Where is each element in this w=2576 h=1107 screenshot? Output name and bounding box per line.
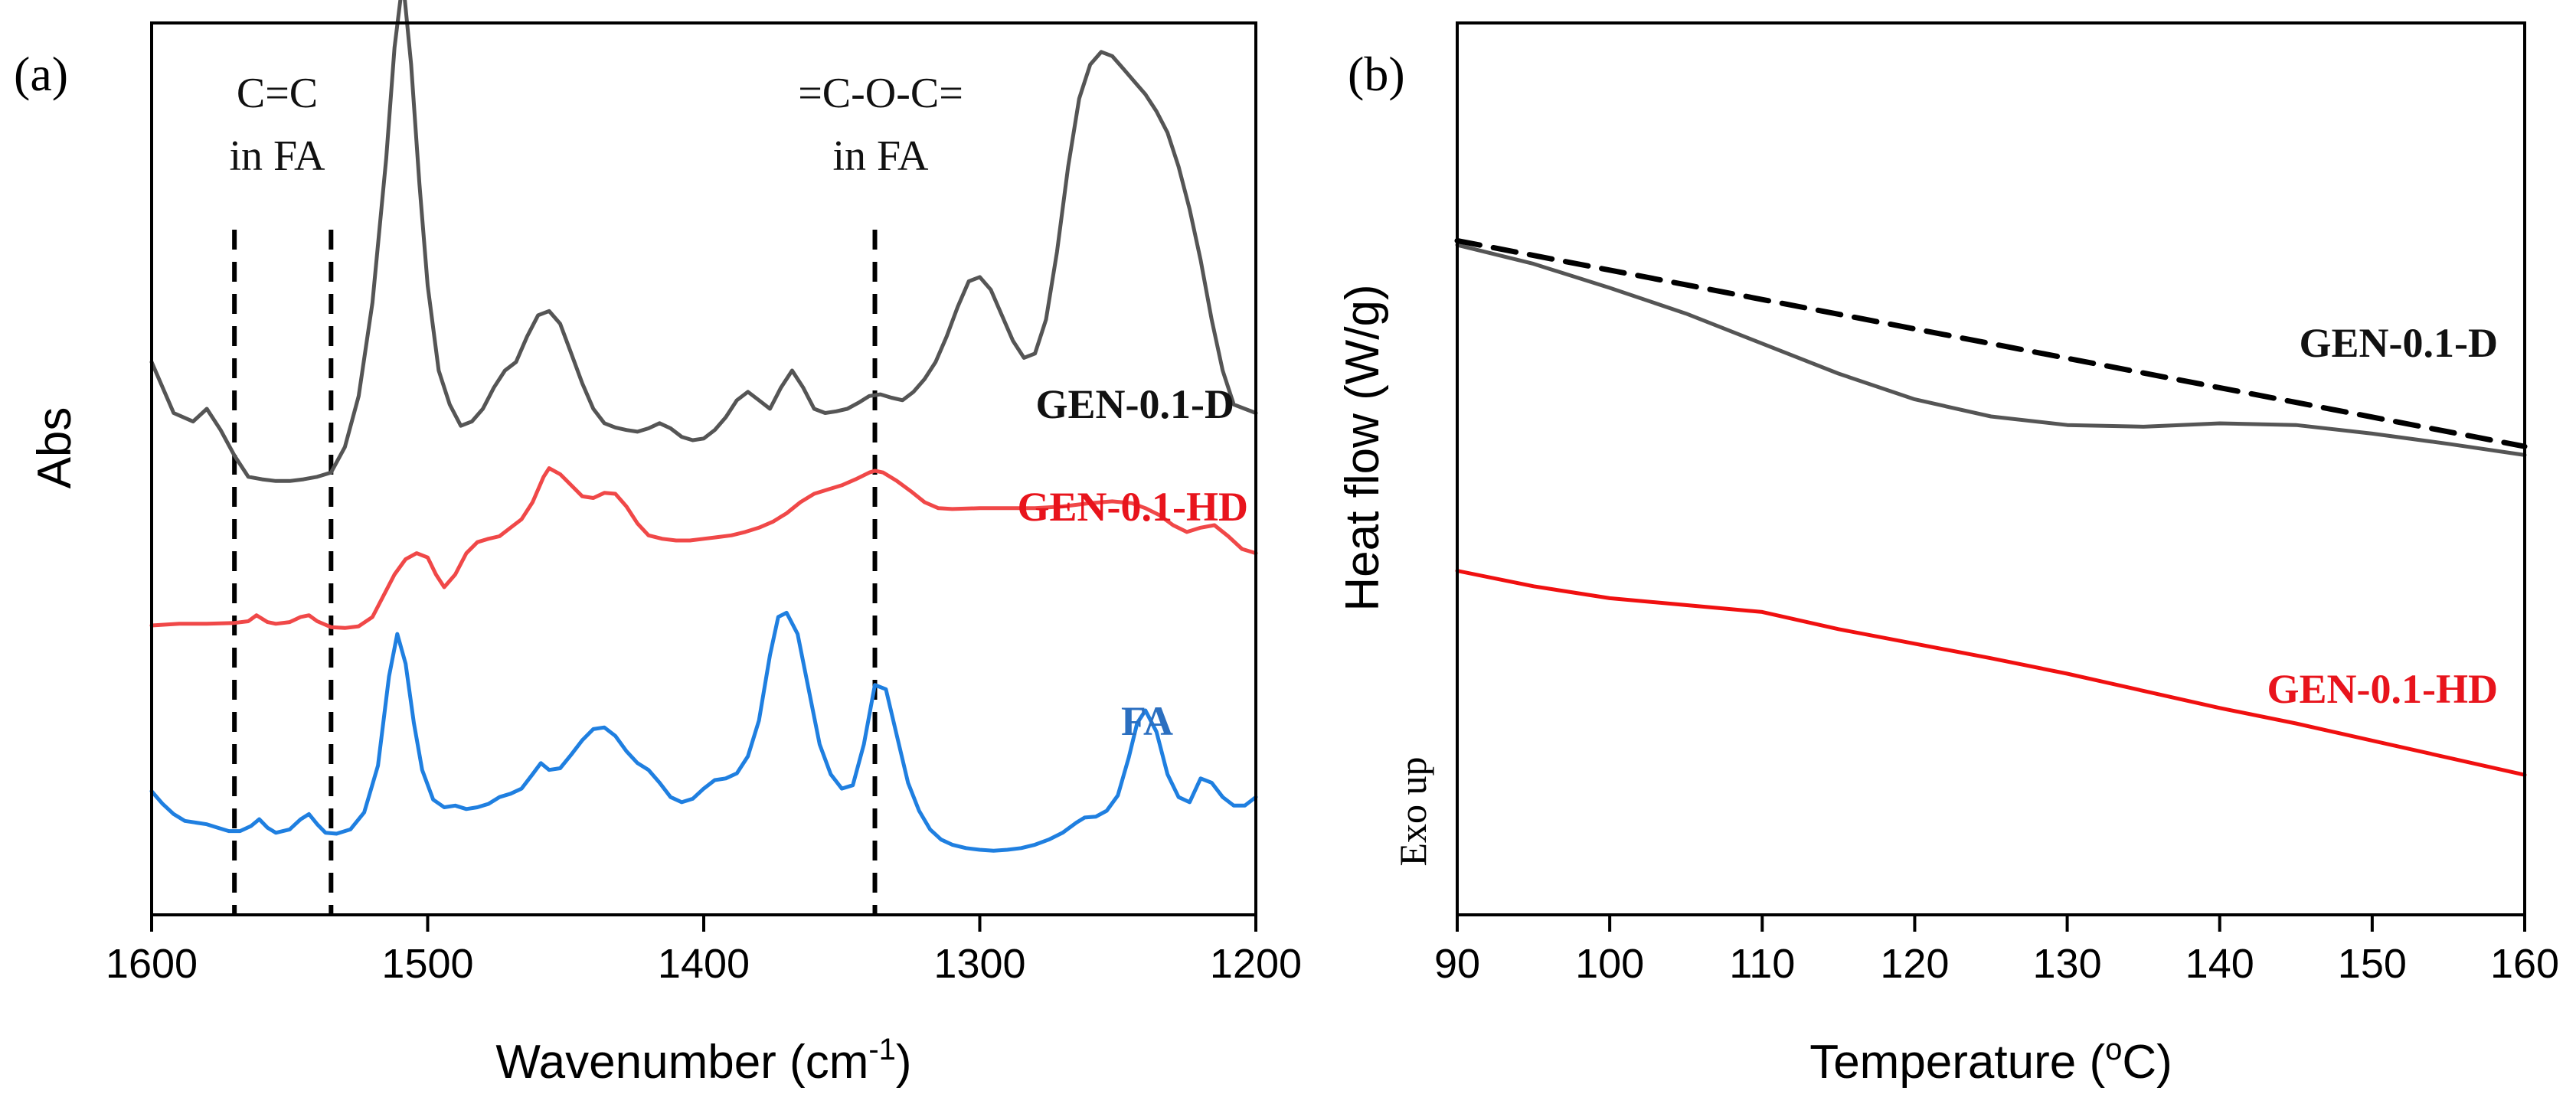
panel-b-label: (b) [1348, 47, 1405, 101]
panel-a-x-axis-label-end: ) [896, 1036, 912, 1089]
panel-b-x-tick-label-160: 160 [2490, 941, 2559, 987]
panel-a-x-tick-label-1200: 1200 [1210, 941, 1302, 987]
panel-b-x-tick-label-110: 110 [1729, 941, 1795, 987]
panel-a-series-line-fa [149, 610, 1258, 853]
panel-b-series-line-gen-0-1-d-baseline [1454, 237, 2528, 449]
panel-a-x-tick-label-1500: 1500 [381, 941, 473, 987]
panel-b-frame [1456, 21, 2526, 916]
annotation-coc-line2: in FA [833, 132, 930, 180]
annotation-cc-line2: in FA [230, 132, 326, 180]
panel-b-x-axis-label-superscript: o [2105, 1033, 2122, 1066]
series-label-fa: FA [1121, 698, 1173, 744]
panel-b-x-axis-label-main: Temperature ( [1809, 1036, 2105, 1089]
series-label-b-gen-0-1-hd: GEN-0.1-HD [2267, 666, 2498, 712]
panel-b-plot-area [1454, 237, 2528, 777]
panel-b-x-tick-label-140: 140 [2185, 941, 2254, 987]
panel-a-label: (a) [14, 47, 68, 101]
annotation-cc-line1: C=C [237, 70, 318, 117]
series-label-b-gen-0-1-d: GEN-0.1-D [2300, 320, 2498, 366]
panel-a-x-tick-label-1600: 1600 [106, 941, 198, 987]
panel-b-x-axis-label: Temperature (oC) [1809, 1033, 2172, 1089]
series-label-gen-0-1-d: GEN-0.1-D [1036, 381, 1234, 427]
panel-a-series-line-gen-0-1-hd [149, 466, 1258, 630]
panel-b-series-line-gen-0-1-d [1455, 243, 2527, 457]
panel-a-series-line-gen-0-1-d [149, 0, 1258, 483]
panel-b: 90 100 110 120 130 140 150 160 (b) Heat flow (W… [1336, 21, 2559, 1089]
panel-b-x-tick-label-130: 130 [2033, 941, 2102, 987]
panel-a-x-axis-label-superscript: -1 [868, 1033, 896, 1066]
panel-a-x-ticks: 1600 1500 1400 1300 1200 [106, 915, 1302, 987]
panel-b-series-line-gen-0-1-hd [1455, 569, 2527, 777]
panel-a-y-axis-label: Abs [28, 407, 81, 489]
panel-b-x-tick-label-150: 150 [2338, 941, 2407, 987]
panel-b-x-tick-label-90: 90 [1434, 941, 1480, 987]
panel-b-x-axis-label-end: C) [2122, 1036, 2172, 1089]
panel-b-x-tick-label-100: 100 [1575, 941, 1644, 987]
exo-up-annotation: Exo up [1391, 756, 1434, 866]
panel-a-plot-area [149, 0, 1258, 915]
panel-b-y-axis-label: Heat flow (W/g) [1336, 284, 1389, 611]
panel-a-x-axis-label-main: Wavenumber (cm [495, 1036, 868, 1089]
panel-a-x-tick-label-1300: 1300 [933, 941, 1025, 987]
panel-a-x-axis-label: Wavenumber (cm-1) [495, 1033, 911, 1089]
annotation-coc-line1: =C-O-C= [798, 70, 963, 117]
panel-a: 1600 1500 1400 1300 1200 (a) Abs Wavenumber … [14, 0, 1302, 1089]
panel-b-x-ticks: 90 100 110 120 130 140 150 160 [1434, 915, 2559, 987]
panel-b-x-tick-label-120: 120 [1880, 941, 1949, 987]
series-label-gen-0-1-hd: GEN-0.1-HD [1018, 484, 1248, 530]
panel-a-x-tick-label-1400: 1400 [658, 941, 750, 987]
